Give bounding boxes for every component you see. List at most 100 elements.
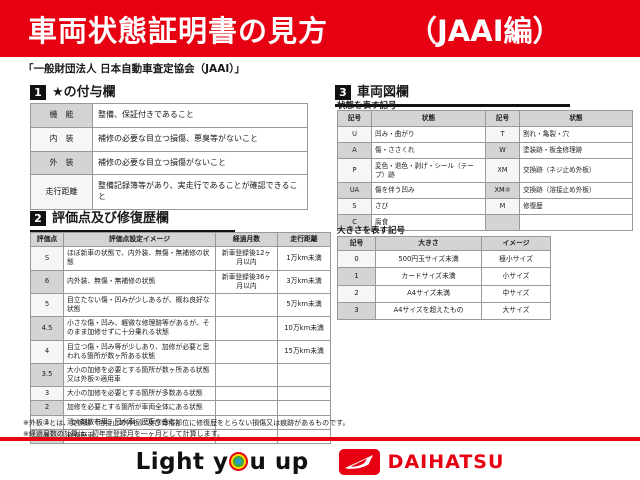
- section1-number-badge: 1: [30, 85, 46, 100]
- column-header: 大きさ: [375, 235, 482, 252]
- table-cell: 3万km未満: [277, 269, 331, 294]
- table-row: 3 A4サイズを超えたもの 大サイズ: [337, 301, 551, 320]
- row-label-cell: W: [485, 141, 520, 159]
- footer: Light y u up DAIHATSU: [0, 443, 640, 480]
- column-header: 走行距離: [277, 231, 331, 248]
- table-cell: 小さな傷・凹み、軽微な修理跡等があるが、そのまま加修せずに十分乗れる状態: [63, 316, 216, 341]
- slogan-text-left: Light y: [135, 448, 229, 475]
- column-header: 評価点: [30, 231, 64, 248]
- column-header: 記号: [485, 110, 520, 127]
- table-cell: 整備、保証付きであること: [92, 103, 308, 128]
- daihatsu-logo: DAIHATSU: [338, 448, 505, 475]
- table-row: 5 目立たない傷・凹みが少しあるが、概ね良好な状態 5万km未満: [30, 292, 331, 318]
- table-cell: 目立つ傷・凹み等が少しあり、加修が必要と思われる箇所が数ヶ所ある状態: [63, 339, 216, 364]
- table-cell: [277, 386, 331, 402]
- table-row: U 凹み・曲がり T 割れ・亀裂・穴: [337, 125, 633, 143]
- page-title: 車両状態証明書の見方: [28, 13, 329, 48]
- table-cell: 変色・退色・剥げ・シール（テープ）跡: [371, 157, 486, 184]
- daihatsu-wordmark: DAIHATSU: [387, 450, 505, 473]
- table-cell: 大小の加修を必要とする箇所が多数ある状態: [63, 386, 216, 402]
- column-header: 状態: [371, 110, 486, 127]
- table-header-row: 記号 状態 記号 状態: [337, 110, 633, 127]
- table-row: 1 カードサイズ未満 小サイズ: [337, 267, 551, 286]
- table-cell: [277, 362, 331, 388]
- section2-title: 評価点及び修復歴欄: [52, 211, 170, 226]
- row-label-cell: 2: [337, 284, 376, 303]
- table-cell: 新車登録後12ヶ月以内: [215, 246, 278, 271]
- table-cell: さび: [371, 198, 486, 216]
- row-label-cell: U: [337, 125, 372, 143]
- row-label-cell: 走行距離: [30, 174, 93, 210]
- table-row: S さび M 修復歴: [337, 198, 633, 216]
- table-row: 2 加修を必要とする箇所が車両全体にある状態: [30, 400, 331, 416]
- table-row: UA 傷を伴う凹み XM② 交換跡（溶接止め外板）: [337, 182, 633, 200]
- table-cell: 加修を必要とする箇所が車両全体にある状態: [63, 400, 216, 416]
- table-cell: 15万km未満: [277, 339, 331, 364]
- size-symbols-label: 大きさを表す記号: [337, 226, 406, 236]
- table-row: 4.5 小さな傷・凹み、軽微な修理跡等があるが、そのまま加修せずに十分乗れる状態 1…: [30, 316, 331, 341]
- edition-label: （JAAI編）: [408, 13, 562, 48]
- table-cell: 補修の必要な目立つ損傷、悪臭等がないこと: [92, 126, 308, 152]
- title-banner: 車両状態証明書の見方 （JAAI編）: [0, 0, 640, 57]
- row-label-cell: 0: [337, 250, 376, 269]
- table-cell: 傷を伴う凹み: [371, 182, 486, 200]
- table-cell: 中サイズ: [481, 284, 551, 303]
- table-cell: [215, 339, 278, 364]
- row-label-cell: 4.5: [30, 316, 64, 341]
- table-cell: [215, 386, 278, 402]
- table-row: 内 装補修の必要な目立つ損傷、悪臭等がないこと: [30, 126, 308, 152]
- table-row: 0 500円玉サイズ未満 極小サイズ: [337, 250, 551, 269]
- table-header-row: 記号 大きさ イメージ: [337, 235, 551, 252]
- table-cell: 目立たない傷・凹みが少しあるが、概ね良好な状態: [63, 292, 216, 318]
- state-symbols-table: 記号 状態 記号 状態 U 凹み・曲がり T 割れ・亀裂・穴 A 傷・ささくれ W 塗装跡・板金修理…: [337, 110, 633, 232]
- column-header: 評価点設定イメージ: [63, 231, 216, 248]
- table-cell: 交換跡（溶接止め外板）: [519, 182, 633, 200]
- row-label-cell: 4: [30, 339, 64, 364]
- table-cell: 塗装跡・板金修理跡: [519, 141, 633, 159]
- row-label-cell: 3: [337, 301, 376, 320]
- table-row: 走行距離 整備記録簿等があり、実走行であることが確認できること: [30, 174, 308, 210]
- section2-number-badge: 2: [30, 211, 46, 226]
- row-label-cell: 3.5: [30, 362, 64, 388]
- section1-title: ★の付与欄: [52, 85, 116, 100]
- row-label-cell: S: [337, 198, 372, 216]
- column-header: 記号: [337, 110, 372, 127]
- table-row: S ほぼ新車の状態で、内外装、無傷・無補修の状態 新車登録後12ヶ月以内 1万km未満: [30, 246, 331, 271]
- row-label-cell: 1: [337, 267, 376, 286]
- table-cell: 小サイズ: [481, 267, 551, 286]
- row-label-cell: XM②: [485, 182, 520, 200]
- daihatsu-d-glyph: [344, 454, 373, 469]
- row-label-cell: 3: [30, 386, 64, 402]
- daihatsu-d-mark-icon: [338, 448, 380, 475]
- table-cell: [215, 316, 278, 341]
- footnote-line: ※外板②とは、交換跡（溶接止め外板）及び骨格部位に修復歴をとらない損傷又は痕跡が…: [23, 419, 350, 427]
- table-cell: 割れ・亀裂・穴: [519, 125, 633, 143]
- row-label-cell: 2: [30, 400, 64, 416]
- table-cell: 補修の必要な目立つ損傷がないこと: [92, 150, 308, 176]
- row-label-cell: M: [485, 198, 520, 216]
- column-header: 状態: [519, 110, 633, 127]
- table-row: 1 消火剤散布車・冠水車（歴車を含む）: [30, 414, 331, 430]
- table-cell: カードサイズ未満: [375, 267, 482, 286]
- table-row: 4 目立つ傷・凹み等が少しあり、加修が必要と思われる箇所が数ヶ所ある状態 15万km…: [30, 339, 331, 364]
- table-row: 3 大小の加修を必要とする箇所が多数ある状態: [30, 386, 331, 402]
- slogan-text-right: u up: [249, 448, 309, 475]
- row-label-cell: XM: [485, 157, 520, 184]
- section2-header: 2 評価点及び修復歴欄: [30, 211, 235, 233]
- table-row: C 腐食: [337, 214, 633, 232]
- column-header: 経過月数: [215, 231, 278, 248]
- row-label-cell: 6: [30, 269, 64, 294]
- table-cell: 傷・ささくれ: [371, 141, 486, 159]
- table-cell: [277, 400, 331, 416]
- row-label-cell: T: [485, 125, 520, 143]
- organization-subtitle: 「一般財団法人 日本自動車査定協会（JAAI）」: [23, 63, 245, 75]
- section3-title: 車両図欄: [357, 85, 410, 100]
- table-cell: 10万km未満: [277, 316, 331, 341]
- footer-divider: [0, 437, 640, 441]
- row-label-cell: S: [30, 246, 64, 271]
- table-row: 2 A4サイズ未満 中サイズ: [337, 284, 551, 303]
- row-label-cell: 機 能: [30, 103, 93, 128]
- evaluation-score-table: 評価点 評価点設定イメージ 経過月数 走行距離 S ほぼ新車の状態で、内外装、無傷・無補…: [30, 231, 331, 444]
- table-cell: 新車登録後36ヶ月以内: [215, 269, 278, 294]
- table-cell: [215, 292, 278, 318]
